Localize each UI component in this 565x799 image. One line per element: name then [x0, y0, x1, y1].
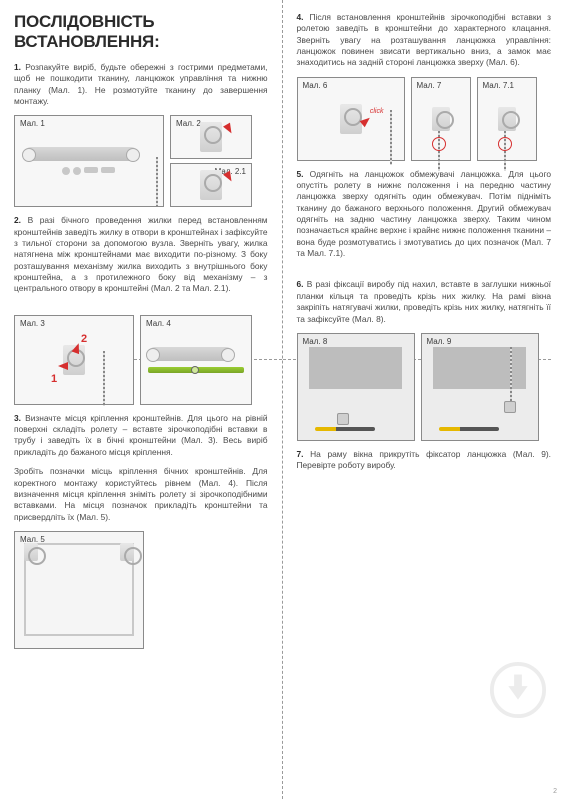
roller-illustration	[24, 147, 139, 161]
step-7-text: 7. На раму вікна прикрутіть фіксатор лан…	[297, 449, 552, 472]
figure-2: Мал. 2	[170, 115, 252, 159]
step-num-5: 5.	[297, 169, 304, 179]
step-4-body: Після встановлення кронштейнів зірочкопо…	[297, 12, 552, 67]
bracket-illustration	[200, 122, 222, 152]
step-3-text: 3. Визначте місця кріплення кронштейнів.…	[14, 413, 268, 458]
step-5-body: Одягніть на ланцюжок обмежувачі ланцюжка…	[297, 169, 552, 258]
window-frame-illustration	[24, 543, 134, 636]
figure-7-1: Мал. 7.1	[477, 77, 537, 161]
fig-8-label: Мал. 8	[303, 337, 328, 346]
step-2-text: 2. В разі бічного проведення жилки перед…	[14, 215, 268, 294]
blind-fabric-illustration	[309, 347, 402, 389]
right-column: 4. Після встановлення кронштейнів зірочк…	[283, 0, 565, 799]
step-7-body: На раму вікна прикрутіть фіксатор ланцюж…	[297, 449, 552, 470]
fig-9-label: Мал. 9	[427, 337, 452, 346]
section-title: ПОСЛІДОВНІСТЬ ВСТАНОВЛЕННЯ:	[14, 12, 268, 52]
fig-2-label: Мал. 2	[176, 119, 201, 128]
step-6-body: В разі фіксації виробу під нахил, вставт…	[297, 279, 552, 323]
figure-5: Мал. 5	[14, 531, 144, 649]
chain-icon	[103, 351, 105, 406]
step-3a-body: Визначте місця кріплення кронштейнів. Дл…	[14, 413, 268, 457]
callout-1: 1	[51, 373, 57, 385]
figure-3: Мал. 3 1 2	[14, 315, 134, 405]
bracket-illustration	[432, 107, 450, 131]
bracket-illustration	[498, 107, 516, 131]
fig-71-label: Мал. 7.1	[483, 81, 514, 90]
roller-illustration	[148, 347, 233, 361]
red-circle-icon	[432, 137, 446, 151]
step-3b-text: Зробіть позначки місць кріплення бічних …	[14, 466, 268, 523]
fig-6-label: Мал. 6	[303, 81, 328, 90]
figure-9: Мал. 9	[421, 333, 539, 441]
figure-1: Мал. 1	[14, 115, 164, 207]
fig-1-label: Мал. 1	[20, 119, 45, 128]
step-1-body: Розпакуйте виріб, будьте обережні з гост…	[14, 62, 268, 106]
fig-3-label: Мал. 3	[20, 319, 45, 328]
bracket-illustration	[340, 104, 362, 134]
fig-row-1-2: Мал. 1 Мал. 2	[14, 115, 268, 207]
screwdriver-icon	[439, 427, 499, 431]
fig-7-label: Мал. 7	[417, 81, 442, 90]
figure-7: Мал. 7	[411, 77, 471, 161]
left-column: ПОСЛІДОВНІСТЬ ВСТАНОВЛЕННЯ: 1. Розпакуйт…	[0, 0, 283, 799]
page: ПОСЛІДОВНІСТЬ ВСТАНОВЛЕННЯ: 1. Розпакуйт…	[0, 0, 565, 799]
step-num-2: 2.	[14, 215, 21, 225]
part-icon	[62, 167, 70, 175]
part-icon	[101, 167, 115, 173]
part-icon	[73, 167, 81, 175]
step-num-6: 6.	[297, 279, 304, 289]
fixator-icon	[504, 401, 516, 413]
red-arrow-icon	[58, 362, 68, 370]
bracket-illustration	[24, 543, 38, 561]
part-icon	[84, 167, 98, 173]
screwdriver-icon	[315, 427, 375, 431]
chain-icon	[510, 347, 512, 409]
figure-8: Мал. 8	[297, 333, 415, 441]
watermark-icon	[489, 661, 547, 719]
step-2-body: В разі бічного проведення жилки перед вс…	[14, 215, 268, 293]
step-num-3: 3.	[14, 413, 21, 423]
click-label: click	[370, 108, 384, 115]
figure-6: Мал. 6 click	[297, 77, 405, 161]
step-num-7: 7.	[297, 449, 304, 459]
chain-icon	[390, 110, 392, 165]
fig-row-5: Мал. 5	[14, 531, 268, 649]
red-circle-icon	[498, 137, 512, 151]
step-6-text: 6. В разі фіксації виробу під нахил, вст…	[297, 279, 552, 324]
step-num-4: 4.	[297, 12, 304, 22]
step-num-1: 1.	[14, 62, 21, 72]
fig-4-label: Мал. 4	[146, 319, 171, 328]
callout-2: 2	[81, 333, 87, 345]
step-4-text: 4. Після встановлення кронштейнів зірочк…	[297, 12, 552, 69]
fig-row-3-4: Мал. 3 1 2 Мал. 4	[14, 315, 268, 405]
page-number: 2	[553, 788, 557, 795]
tensioner-icon	[337, 413, 349, 425]
figure-4: Мал. 4	[140, 315, 252, 405]
step-1-text: 1. Розпакуйте виріб, будьте обережні з г…	[14, 62, 268, 107]
figure-2-1: Мал. 2.1	[170, 163, 252, 207]
chain-icon	[156, 157, 158, 207]
bracket-illustration	[200, 170, 222, 200]
red-arrow-icon	[223, 123, 235, 136]
level-tool-icon	[148, 367, 245, 373]
blind-fabric-illustration	[433, 347, 526, 389]
fig-row-8-9: Мал. 8 Мал. 9	[297, 333, 552, 441]
fig-row-6-7: Мал. 6 click Мал. 7 Мал. 7.1	[297, 77, 552, 161]
bracket-illustration	[120, 543, 134, 561]
step-5-text: 5. Одягніть на ланцюжок обмежувачі ланцю…	[297, 169, 552, 260]
